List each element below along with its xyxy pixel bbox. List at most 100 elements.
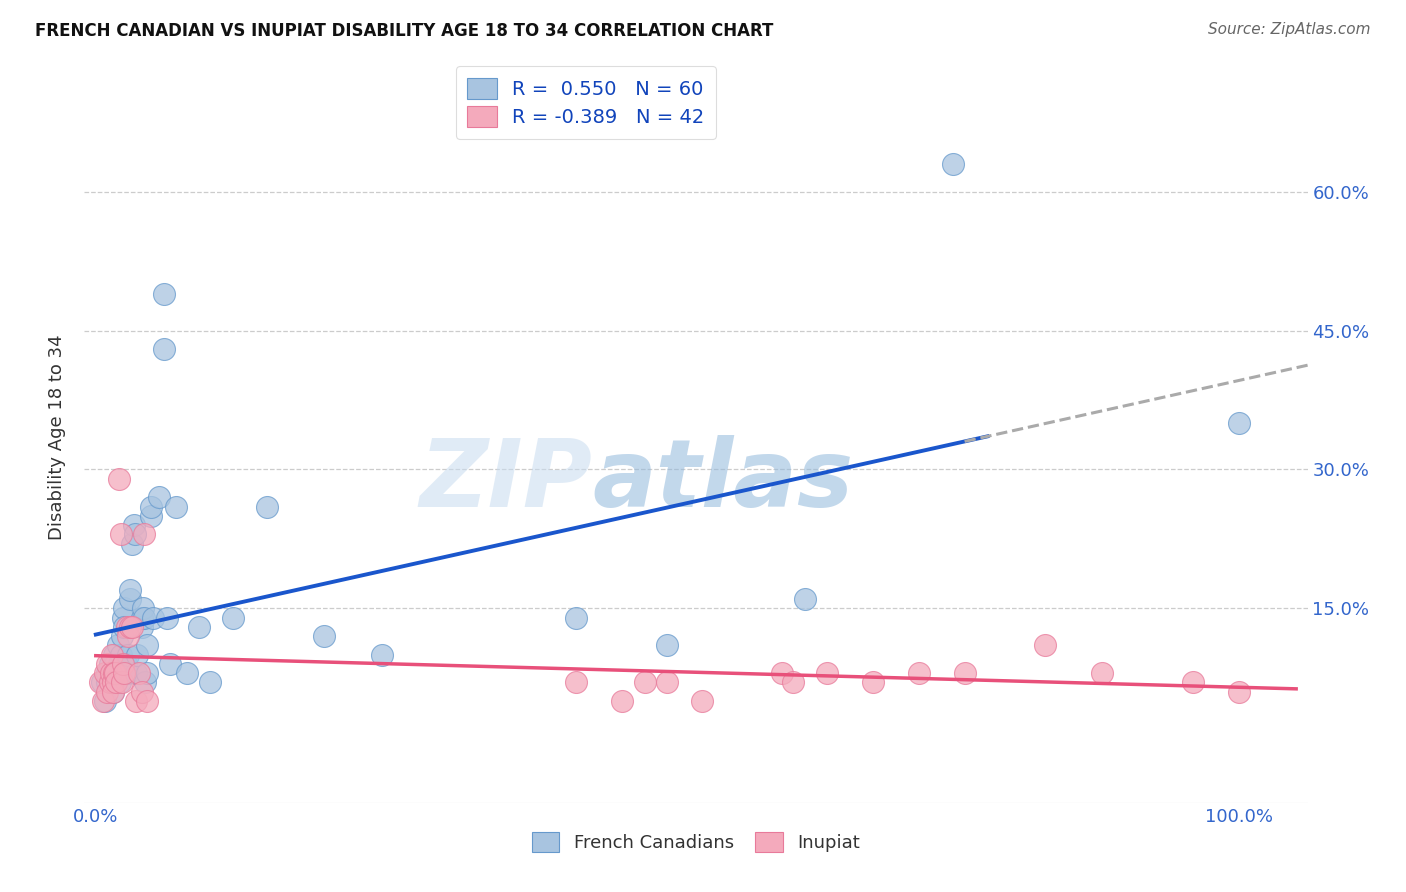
Point xyxy=(100,666,122,681)
Point xyxy=(112,666,135,681)
Point xyxy=(1227,416,1250,430)
Text: FRENCH CANADIAN VS INUPIAT DISABILITY AGE 18 TO 34 CORRELATION CHART: FRENCH CANADIAN VS INUPIAT DISABILITY AG… xyxy=(35,22,773,40)
Point xyxy=(115,620,138,634)
Point xyxy=(111,629,134,643)
Point xyxy=(108,675,131,690)
Point xyxy=(121,620,143,634)
Point xyxy=(105,666,128,681)
Point xyxy=(953,666,976,681)
Point xyxy=(370,648,392,662)
Point xyxy=(131,620,153,634)
Point xyxy=(136,639,159,653)
Point xyxy=(222,610,245,624)
Point xyxy=(793,592,815,607)
Text: atlas: atlas xyxy=(592,435,853,527)
Point xyxy=(131,601,153,615)
Point xyxy=(125,648,148,662)
Point xyxy=(101,675,124,690)
Point xyxy=(908,666,931,681)
Point xyxy=(110,527,132,541)
Point xyxy=(633,675,655,690)
Point xyxy=(103,666,125,681)
Point xyxy=(117,648,139,662)
Point xyxy=(107,666,129,681)
Point xyxy=(122,518,145,533)
Point xyxy=(100,675,122,690)
Point xyxy=(107,472,129,486)
Point xyxy=(131,684,153,698)
Point xyxy=(115,666,138,681)
Point xyxy=(156,610,179,624)
Point xyxy=(96,657,118,671)
Point xyxy=(139,500,162,514)
Point xyxy=(98,657,121,671)
Legend: French Canadians, Inupiat: French Canadians, Inupiat xyxy=(524,825,868,860)
Point xyxy=(94,666,117,681)
Point xyxy=(770,666,793,681)
Point xyxy=(131,610,153,624)
Point xyxy=(942,157,965,171)
Point xyxy=(142,610,165,624)
Point xyxy=(1091,666,1114,681)
Point xyxy=(104,666,127,681)
Point xyxy=(112,657,135,671)
Point xyxy=(117,629,139,643)
Point xyxy=(112,610,135,624)
Point xyxy=(256,500,278,514)
Y-axis label: Disability Age 18 to 34: Disability Age 18 to 34 xyxy=(48,334,66,540)
Text: Source: ZipAtlas.com: Source: ZipAtlas.com xyxy=(1208,22,1371,37)
Point xyxy=(187,620,209,634)
Point xyxy=(690,694,713,708)
Point xyxy=(91,694,114,708)
Point xyxy=(104,657,127,671)
Point xyxy=(136,666,159,681)
Text: ZIP: ZIP xyxy=(419,435,592,527)
Point xyxy=(139,508,162,523)
Point xyxy=(125,694,148,708)
Point xyxy=(1227,684,1250,698)
Point xyxy=(96,684,118,698)
Point xyxy=(94,694,117,708)
Point xyxy=(165,500,187,514)
Point xyxy=(198,675,221,690)
Point xyxy=(101,684,124,698)
Point xyxy=(153,342,176,356)
Point xyxy=(98,675,121,690)
Point xyxy=(105,675,128,690)
Point xyxy=(125,666,148,681)
Point xyxy=(657,675,679,690)
Point xyxy=(110,648,132,662)
Point xyxy=(96,666,118,681)
Point xyxy=(565,675,588,690)
Point xyxy=(124,527,146,541)
Point xyxy=(112,601,135,615)
Point xyxy=(128,666,150,681)
Point xyxy=(817,666,839,681)
Point xyxy=(565,610,588,624)
Point xyxy=(1033,639,1056,653)
Point xyxy=(148,490,170,504)
Point xyxy=(101,684,124,698)
Point xyxy=(1182,675,1205,690)
Point xyxy=(136,694,159,708)
Point xyxy=(107,639,129,653)
Point xyxy=(101,666,124,681)
Point xyxy=(176,666,198,681)
Point xyxy=(110,666,132,681)
Point xyxy=(105,675,128,690)
Point xyxy=(862,675,884,690)
Point xyxy=(101,648,124,662)
Point xyxy=(120,592,142,607)
Point xyxy=(96,675,118,690)
Point xyxy=(657,639,679,653)
Point xyxy=(107,657,129,671)
Point xyxy=(90,675,112,690)
Point xyxy=(314,629,336,643)
Point xyxy=(121,536,143,550)
Point xyxy=(120,620,142,634)
Point xyxy=(159,657,181,671)
Point xyxy=(120,582,142,597)
Point xyxy=(89,675,111,690)
Point xyxy=(112,620,135,634)
Point xyxy=(103,648,125,662)
